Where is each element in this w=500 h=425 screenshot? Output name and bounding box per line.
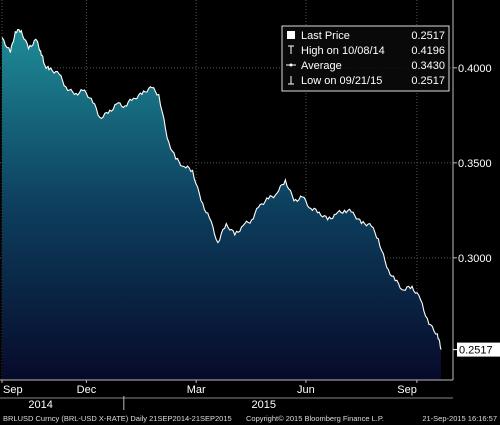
year-label: 2014: [28, 399, 52, 411]
average-marker-icon: [286, 63, 296, 67]
footer: BRLUSD Curncy (BRL-USD X-RATE) Daily 21S…: [3, 414, 497, 423]
square-icon: [287, 31, 295, 39]
legend-label: Average: [301, 60, 342, 72]
footer-source: BRLUSD Curncy (BRL-USD X-RATE) Daily 21S…: [3, 414, 232, 423]
high-marker-icon: [288, 45, 294, 54]
y-tick-label: 0.3000: [458, 253, 492, 265]
series-area: [2, 29, 441, 380]
last-value-label: 0.2517: [459, 345, 493, 357]
last-value-tag: [457, 342, 500, 357]
legend-label: Low on 09/21/15: [301, 75, 382, 87]
legend-value: 0.2517: [411, 75, 445, 87]
legend-label: Last Price: [301, 30, 350, 42]
legend-value: 0.2517: [411, 30, 445, 42]
plot-area: [1, 28, 442, 380]
x-tick-label: Mar: [187, 384, 206, 396]
x-tick-label: Sep: [397, 384, 417, 396]
x-tick-label: Jun: [297, 384, 315, 396]
footer-timestamp: 21-Sep-2015 16:16:57: [422, 414, 497, 423]
x-tick-label: Sep: [3, 384, 23, 396]
y-tick-label: 0.4000: [458, 63, 492, 75]
series-line: [1, 28, 442, 350]
legend: Last Price 0.2517 High on 10/08/14 0.4196 Av…: [281, 25, 450, 92]
low-marker-icon: [288, 76, 294, 85]
footer-copyright: Copyright© 2015 Bloomberg Finance L.P.: [246, 414, 384, 423]
x-tick-label: Dec: [77, 384, 97, 396]
y-tick-label: 0.3500: [458, 158, 492, 170]
axes: 0.3000 0.3500 0.4000 Sep Dec Mar Jun Sep 2014 201…: [0, 0, 500, 411]
legend-box: [281, 25, 450, 92]
legend-value: 0.4196: [411, 45, 445, 57]
legend-value: 0.3430: [411, 60, 445, 72]
year-label: 2015: [251, 399, 275, 411]
legend-label: High on 10/08/14: [301, 45, 385, 57]
